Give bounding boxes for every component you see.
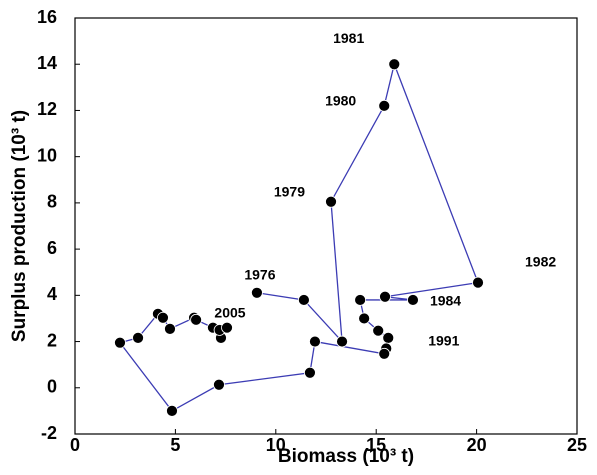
x-tick-label: 0	[70, 435, 80, 455]
point	[309, 335, 321, 348]
y-tick-label: 14	[37, 53, 57, 73]
y-tick-label: 0	[47, 377, 57, 397]
point-label: 1991	[428, 333, 459, 349]
point	[472, 276, 484, 289]
y-tick-label: 6	[47, 238, 57, 258]
point	[164, 322, 176, 335]
point	[354, 294, 367, 306]
x-axis-title: Biomass (10³ t)	[278, 446, 414, 467]
point	[372, 324, 385, 337]
y-tick-label: 16	[37, 7, 57, 27]
trajectory-line	[118, 62, 479, 412]
y-axis-title: Surplus production (10³ t)	[9, 110, 30, 342]
point	[298, 294, 310, 306]
point	[358, 312, 371, 325]
point	[382, 331, 395, 344]
point	[157, 311, 169, 324]
point	[190, 313, 202, 326]
x-tick-label: 25	[567, 435, 587, 455]
point	[132, 331, 144, 344]
point	[388, 58, 401, 71]
point	[379, 290, 391, 303]
y-tick-label: 10	[37, 145, 57, 165]
point-label: 1980	[325, 93, 356, 109]
point	[221, 321, 233, 334]
point	[304, 366, 316, 379]
y-tick-label: 2	[47, 330, 57, 350]
y-tick-label: 8	[47, 192, 57, 212]
point-label: 1982	[525, 253, 556, 269]
point	[114, 336, 126, 349]
point	[378, 99, 391, 112]
point	[336, 335, 348, 348]
point	[407, 294, 419, 306]
y-tick-label: 4	[47, 284, 57, 304]
y-tick-label: -2	[41, 423, 57, 443]
x-tick-label: 20	[467, 435, 487, 455]
point	[251, 286, 263, 299]
point	[213, 378, 225, 391]
point	[166, 404, 178, 417]
point-label: 1984	[430, 293, 461, 309]
x-tick-label: 10	[266, 435, 286, 455]
point-label: 1976	[244, 266, 275, 282]
plot-frame	[74, 17, 578, 435]
x-tick-label: 15	[366, 435, 386, 455]
point-label: 2005	[214, 304, 245, 320]
point-label: 1979	[274, 183, 305, 199]
point-label: 1981	[333, 30, 364, 46]
point	[325, 195, 337, 208]
y-tick-label: 12	[37, 99, 57, 119]
point	[378, 347, 391, 360]
x-tick-label: 5	[170, 435, 180, 455]
